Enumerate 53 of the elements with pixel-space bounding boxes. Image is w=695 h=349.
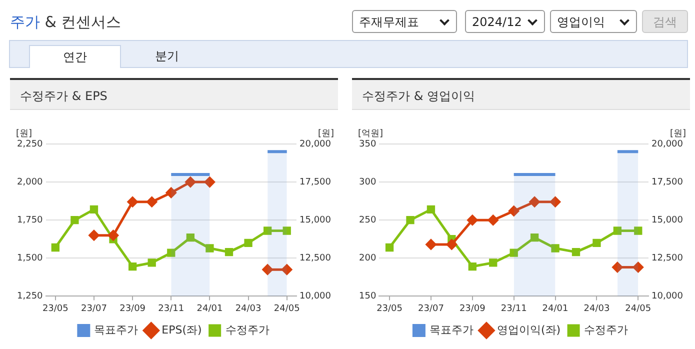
text: 검색 — [642, 10, 688, 33]
y2-tick-label: 12,500 — [300, 253, 332, 264]
chart-title: 수정주가 & 영업이익 — [352, 78, 690, 110]
y2-tick-label: 20,000 — [300, 139, 332, 150]
x-tick-label: 23/09 — [459, 304, 486, 314]
x-tick-label: 23/05 — [376, 304, 403, 314]
y2-axis-title: [원] — [318, 128, 334, 139]
y-tick-label: 1,250 — [17, 292, 44, 302]
text: 주가 & 컨센서스 — [10, 13, 122, 32]
y2-tick-label: 20,000 — [652, 139, 684, 150]
legend-label: EPS(좌) — [162, 323, 202, 336]
x-tick-label: 23/09 — [120, 304, 146, 314]
legend-label: 수정주가 — [584, 323, 628, 336]
x-tick-label: 23/05 — [42, 304, 68, 314]
y-axis-title: [원] — [16, 128, 32, 139]
x-tick-label: 23/11 — [158, 304, 184, 314]
x-tick-label: 24/01 — [196, 304, 223, 314]
x-tick-label: 24/05 — [625, 304, 652, 314]
text: 주재무제표 — [352, 10, 457, 33]
chart-title: 수정주가 & EPS — [10, 78, 338, 110]
y-tick-label: 250 — [358, 215, 376, 226]
x-tick-label: 23/07 — [81, 304, 107, 314]
x-tick-label: 23/11 — [500, 304, 527, 314]
x-tick-label: 23/07 — [418, 304, 444, 314]
text: 영업이익 — [550, 10, 637, 33]
text: 연간 — [29, 45, 121, 68]
y-tick-label: 150 — [358, 292, 376, 302]
legend-label: 영업이익(좌) — [496, 323, 561, 336]
y2-tick-label: 17,500 — [652, 177, 684, 188]
y2-axis-title: [원] — [670, 128, 686, 139]
legend-label: 수정주가 — [225, 323, 270, 336]
y2-tick-label: 15,000 — [300, 215, 332, 226]
x-tick-label: 24/01 — [542, 304, 568, 314]
y2-tick-label: 10,000 — [300, 292, 332, 302]
y-tick-label: 350 — [358, 139, 376, 150]
y2-tick-label: 15,000 — [652, 215, 684, 226]
y-tick-label: 2,000 — [17, 177, 44, 188]
y2-tick-label: 17,500 — [300, 177, 332, 188]
x-tick-label: 24/05 — [274, 304, 300, 314]
y-tick-label: 2,250 — [17, 139, 44, 150]
y-axis-title: [억원] — [358, 128, 384, 139]
y-tick-label: 1,750 — [17, 215, 44, 226]
y2-tick-label: 12,500 — [652, 253, 684, 264]
y-tick-label: 300 — [358, 177, 376, 188]
text: 2024/12 — [465, 10, 545, 33]
legend-label: 목표주가 — [94, 323, 138, 336]
legend-label: 목표주가 — [429, 323, 474, 336]
text: 분기 — [154, 48, 180, 65]
y2-tick-label: 10,000 — [652, 292, 684, 302]
x-tick-label: 24/03 — [235, 304, 262, 314]
y-tick-label: 200 — [358, 253, 376, 264]
x-tick-label: 24/03 — [584, 304, 610, 314]
y-tick-label: 1,500 — [17, 253, 44, 264]
